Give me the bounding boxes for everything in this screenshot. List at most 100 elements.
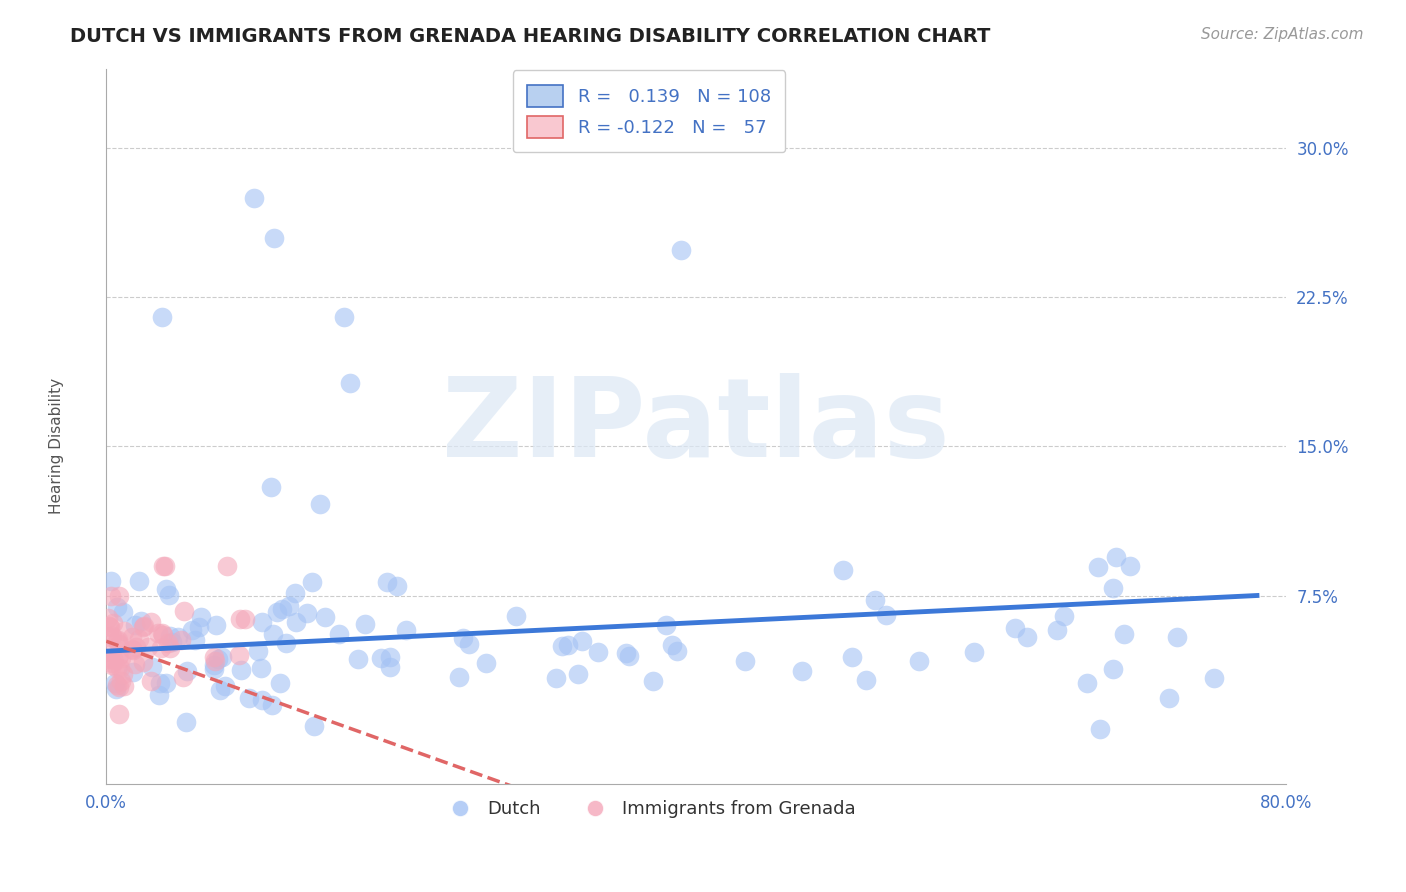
Point <box>211 650 233 665</box>
Point <box>98 631 121 645</box>
Point <box>202 650 225 665</box>
Point <box>132 656 155 670</box>
Point <box>111 667 134 681</box>
Point <box>124 618 146 632</box>
Point <box>105 681 128 696</box>
Point <box>475 656 498 670</box>
Point <box>110 673 132 688</box>
Point <box>150 310 173 324</box>
Point <box>152 558 174 573</box>
Point <box>108 661 131 675</box>
Point <box>156 636 179 650</box>
Point <box>277 599 299 613</box>
Point <box>238 691 260 706</box>
Point <box>263 231 285 245</box>
Point <box>108 589 131 603</box>
Point <box>266 605 288 619</box>
Point <box>641 673 664 688</box>
Point <box>101 657 124 671</box>
Point <box>370 650 392 665</box>
Point <box>229 663 252 677</box>
Point <box>107 650 129 665</box>
Point <box>125 640 148 654</box>
Point <box>380 659 402 673</box>
Point <box>98 644 121 658</box>
Point <box>1053 609 1076 624</box>
Point <box>1157 691 1180 706</box>
Point <box>129 614 152 628</box>
Point <box>247 644 270 658</box>
Point <box>1114 627 1136 641</box>
Point <box>557 638 579 652</box>
Point <box>457 637 479 651</box>
Point <box>304 718 326 732</box>
Point <box>229 612 252 626</box>
Point <box>301 575 323 590</box>
Point <box>184 633 207 648</box>
Point <box>233 612 256 626</box>
Point <box>138 640 160 655</box>
Text: Hearing Disability: Hearing Disability <box>49 378 63 514</box>
Point <box>100 574 122 588</box>
Point <box>146 626 169 640</box>
Point <box>1102 663 1125 677</box>
Point <box>159 641 181 656</box>
Point <box>141 660 163 674</box>
Point <box>1088 722 1111 736</box>
Point <box>269 675 291 690</box>
Point <box>141 615 163 629</box>
Point <box>655 618 678 632</box>
Point <box>155 582 177 596</box>
Point <box>284 585 307 599</box>
Point <box>586 645 609 659</box>
Point <box>152 628 174 642</box>
Point <box>661 638 683 652</box>
Point <box>187 620 209 634</box>
Point <box>841 650 863 665</box>
Point <box>1015 630 1038 644</box>
Point <box>614 646 637 660</box>
Point <box>100 629 122 643</box>
Point <box>790 664 813 678</box>
Point <box>214 679 236 693</box>
Point <box>1087 560 1109 574</box>
Point <box>139 673 162 688</box>
Point <box>260 698 283 712</box>
Point <box>907 654 929 668</box>
Point <box>105 599 128 614</box>
Point <box>263 626 285 640</box>
Point <box>855 673 877 688</box>
Point <box>207 651 229 665</box>
Text: ZIPatlas: ZIPatlas <box>443 373 950 480</box>
Point <box>170 632 193 647</box>
Point <box>375 574 398 589</box>
Point <box>155 676 177 690</box>
Point <box>121 641 143 656</box>
Point <box>544 671 567 685</box>
Point <box>328 627 350 641</box>
Point <box>309 497 332 511</box>
Point <box>121 630 143 644</box>
Point <box>863 593 886 607</box>
Legend: Dutch, Immigrants from Grenada: Dutch, Immigrants from Grenada <box>436 793 863 825</box>
Point <box>202 662 225 676</box>
Point <box>149 640 172 655</box>
Point <box>190 610 212 624</box>
Point <box>354 617 377 632</box>
Point <box>105 678 128 692</box>
Point <box>551 639 574 653</box>
Point <box>172 670 194 684</box>
Point <box>166 630 188 644</box>
Point <box>451 631 474 645</box>
Point <box>153 558 176 573</box>
Point <box>1202 672 1225 686</box>
Point <box>100 589 122 603</box>
Point <box>1004 621 1026 635</box>
Point <box>108 637 131 651</box>
Point <box>208 683 231 698</box>
Point <box>339 376 361 390</box>
Point <box>875 607 897 622</box>
Point <box>128 574 150 589</box>
Point <box>101 652 124 666</box>
Point <box>176 665 198 679</box>
